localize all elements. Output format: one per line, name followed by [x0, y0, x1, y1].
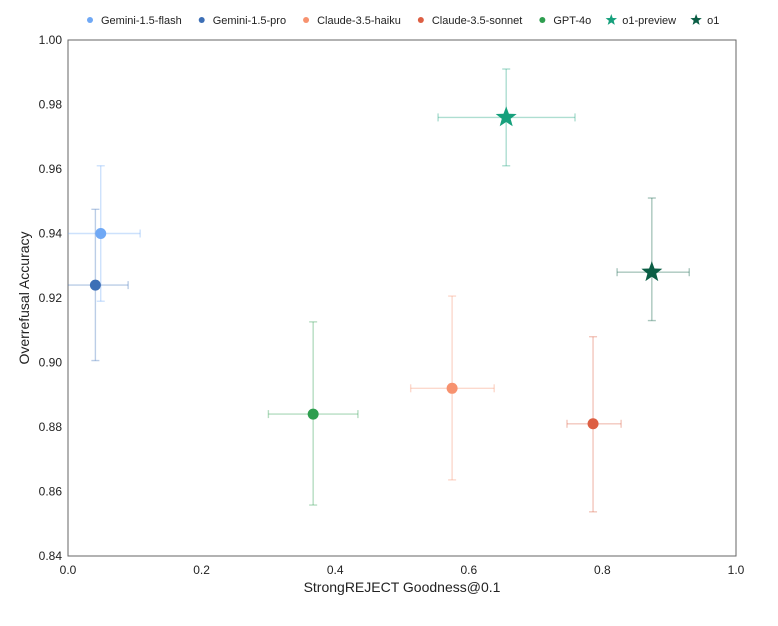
legend-marker — [690, 14, 702, 25]
legend-marker — [539, 17, 546, 23]
legend-marker — [417, 17, 424, 23]
data-point-gemini-1.5-flash — [95, 228, 107, 239]
legend-label: GPT-4o — [553, 15, 591, 27]
x-tick-label: 0.4 — [327, 563, 344, 577]
y-tick-label: 0.90 — [39, 356, 63, 370]
legend-marker — [87, 17, 93, 23]
data-point-gpt-4o — [307, 408, 319, 420]
y-tick-label: 0.84 — [39, 549, 63, 563]
plot-frame — [67, 39, 737, 557]
x-tick-label: 0.0 — [60, 563, 77, 577]
legend-marker — [605, 14, 617, 25]
y-tick-label: 0.86 — [39, 485, 63, 499]
legend-label: Claude-3.5-sonnet — [432, 15, 523, 27]
data-point-gemini-1.5-pro — [89, 279, 101, 291]
data-point-claude-3.5-sonnet — [587, 418, 599, 430]
data-point-o1 — [641, 261, 663, 282]
x-tick-label: 0.6 — [460, 563, 477, 577]
x-axis-label: StrongREJECT Goodness@0.1 — [304, 579, 501, 595]
y-tick-label: 0.96 — [39, 162, 63, 176]
x-tick-label: 0.2 — [193, 563, 210, 577]
legend-marker — [198, 17, 205, 23]
data-point-claude-3.5-haiku — [446, 382, 458, 394]
y-tick-label: 1.00 — [39, 33, 63, 47]
y-tick-label: 0.98 — [39, 98, 63, 112]
legend-label: Gemini-1.5-flash — [101, 15, 182, 27]
y-axis-label: Overrefusal Accuracy — [16, 231, 32, 364]
legend-label: Claude-3.5-haiku — [317, 15, 401, 27]
x-tick-label: 1.0 — [728, 563, 745, 577]
error-bar-o1 — [616, 197, 690, 322]
legend-label: Gemini-1.5-pro — [213, 15, 286, 27]
legend-marker — [303, 17, 310, 23]
data-point-o1-preview — [495, 106, 517, 127]
y-tick-label: 0.88 — [39, 420, 63, 434]
legend-label: o1 — [707, 15, 719, 27]
y-tick-label: 0.92 — [39, 291, 63, 305]
legend-label: o1-preview — [622, 15, 676, 27]
y-tick-label: 0.94 — [39, 227, 63, 241]
x-tick-label: 0.8 — [594, 563, 611, 577]
